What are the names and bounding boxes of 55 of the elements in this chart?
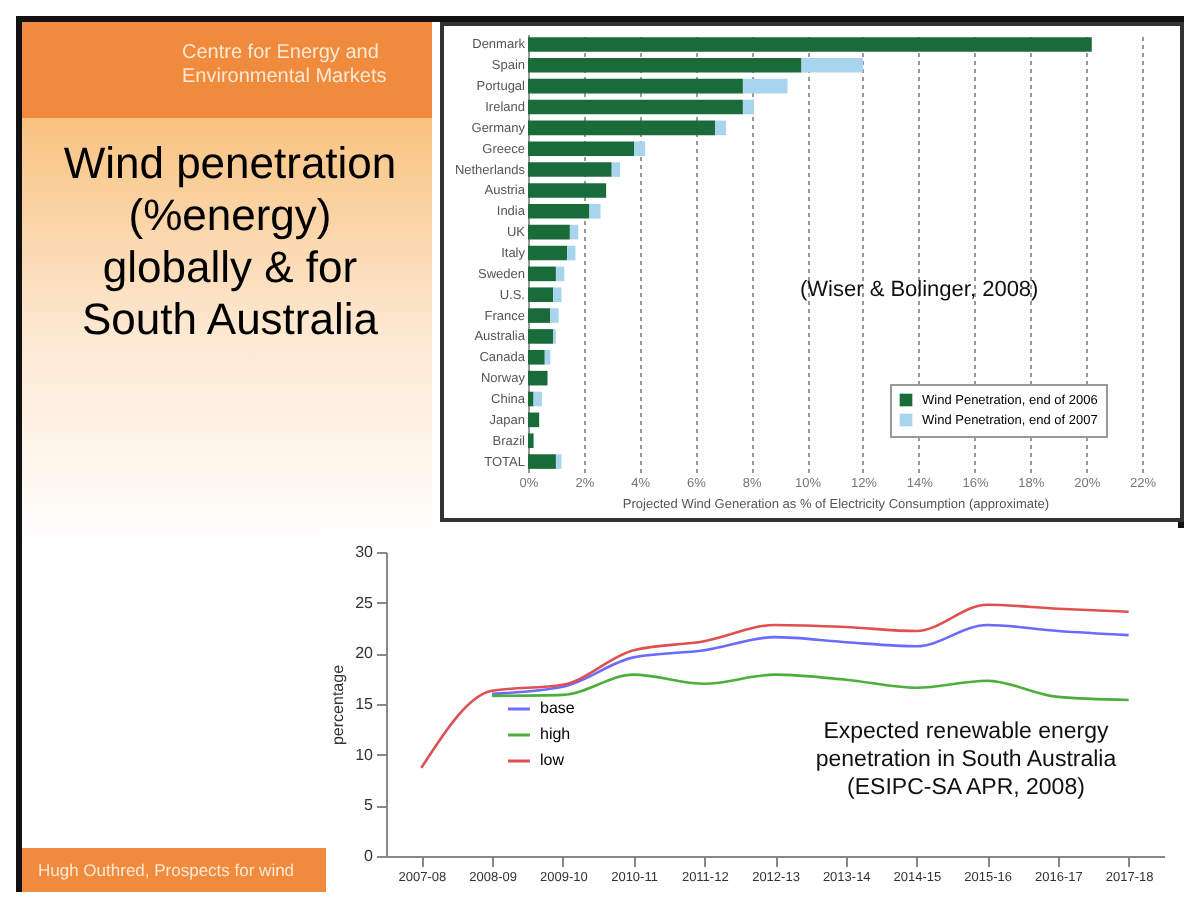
bar: [528, 454, 556, 469]
bar: [567, 245, 576, 261]
bar: [742, 99, 755, 115]
bar: [555, 266, 565, 282]
y-tick-label: 30: [355, 543, 375, 561]
bar: [742, 78, 788, 94]
bar: [528, 245, 568, 261]
y-tick-label: 20: [355, 644, 375, 663]
bar: [801, 57, 863, 73]
bar: [528, 203, 590, 219]
bar: [528, 433, 534, 449]
text: Centre for Energy and Environmental Markets: [22, 22, 432, 118]
y-axis-title: percentage: [329, 663, 348, 746]
y-tick-label: 10: [355, 745, 375, 764]
bar: [550, 308, 559, 323]
legend-label: low: [540, 751, 565, 769]
bar: [528, 266, 556, 282]
bar: [634, 141, 646, 157]
bar: [528, 99, 743, 115]
bar: [528, 224, 570, 240]
bar: [569, 224, 579, 240]
bar: [528, 370, 548, 386]
text: Wind penetration (%energy) globally & for South Australia: [62, 138, 398, 346]
bar: [528, 78, 743, 94]
bar: [611, 162, 621, 177]
annotation: (Wiser & Bolinger, 2008): [800, 278, 1039, 302]
bar: [714, 120, 727, 136]
bar: [528, 57, 802, 73]
y-tick-label: 5: [364, 796, 375, 815]
line-series: [420, 603, 1130, 770]
bar: [589, 203, 601, 219]
bar: [555, 454, 562, 469]
bar: [533, 391, 542, 407]
text: Hugh Outhred, Prospects for wind: [22, 848, 342, 892]
y-tick-label: 25: [355, 593, 375, 612]
bar: [528, 391, 534, 407]
bar: [528, 183, 607, 198]
bar: [544, 349, 551, 365]
bar: [528, 287, 554, 303]
bar: [528, 37, 1092, 52]
y-tick-label: 15: [355, 695, 375, 713]
bar: [528, 120, 715, 136]
bar: [528, 141, 635, 157]
line-series: [490, 673, 1130, 702]
bar: [528, 349, 545, 365]
bar: [528, 308, 551, 323]
y-tick-label: 0: [364, 847, 375, 865]
legend-label: high: [540, 725, 571, 743]
bar: [528, 412, 540, 428]
bar: [528, 329, 554, 344]
bar: [528, 162, 612, 177]
legend-label: base: [540, 699, 576, 717]
annotation: Expected renewable energy penetration in South Australia (ESIPC-SA APR, 2008): [813, 718, 1119, 802]
bar: [553, 287, 562, 303]
line-series: [490, 623, 1130, 696]
